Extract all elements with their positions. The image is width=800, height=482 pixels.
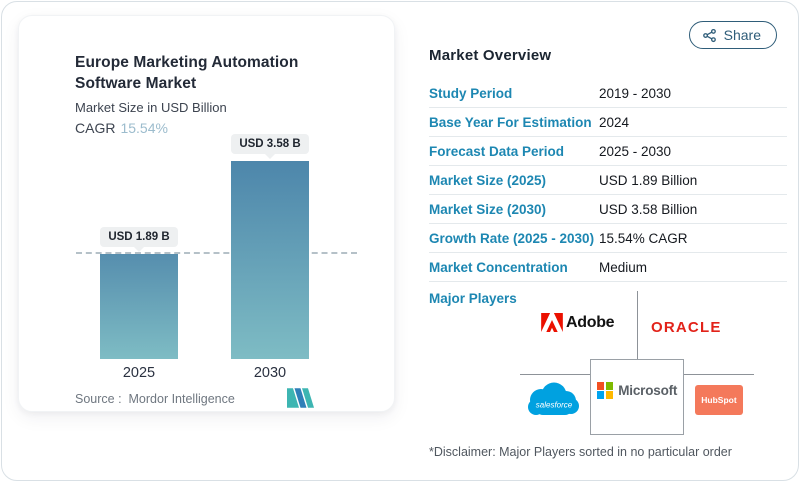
row-value: Medium bbox=[599, 259, 648, 275]
row-value: USD 3.58 Billion bbox=[599, 201, 698, 217]
overview-heading: Market Overview bbox=[429, 47, 552, 64]
reference-dashed-line bbox=[76, 252, 357, 254]
row-value: USD 1.89 Billion bbox=[599, 172, 698, 188]
adobe-logo: Adobe bbox=[541, 313, 615, 332]
table-row: Market Size (2030) USD 3.58 Billion bbox=[429, 195, 787, 224]
adobe-logo-text: Adobe bbox=[566, 313, 615, 331]
share-button-label: Share bbox=[723, 27, 761, 43]
cagr-label: CAGR bbox=[75, 120, 116, 136]
microsoft-squares-icon bbox=[596, 382, 614, 399]
microsoft-logo-text: Microsoft bbox=[618, 383, 678, 398]
disclaimer-text: *Disclaimer: Major Players sorted in no … bbox=[429, 445, 732, 459]
row-value: 2025 - 2030 bbox=[599, 143, 672, 159]
x-axis-label-2025: 2025 bbox=[122, 365, 156, 381]
row-value: 2019 - 2030 bbox=[599, 85, 672, 101]
bar-2030[interactable] bbox=[231, 161, 309, 359]
salesforce-logo: salesforce bbox=[525, 381, 583, 424]
connector-vertical-line bbox=[637, 291, 638, 359]
bar-2025[interactable] bbox=[100, 254, 178, 359]
oracle-logo: ORACLE bbox=[651, 319, 722, 336]
major-players-label: Major Players bbox=[429, 291, 517, 306]
cagr-line: CAGR 15.54% bbox=[75, 120, 298, 136]
overview-table: Study Period 2019 - 2030 Base Year For E… bbox=[429, 79, 787, 282]
row-label: Market Size (2025) bbox=[429, 172, 547, 188]
table-row: Study Period 2019 - 2030 bbox=[429, 79, 787, 108]
row-label: Growth Rate (2025 - 2030) bbox=[429, 230, 595, 246]
chart-title-line2: Software Market bbox=[75, 75, 197, 92]
row-label: Base Year For Estimation bbox=[429, 114, 592, 130]
row-label: Forecast Data Period bbox=[429, 143, 565, 159]
cagr-value: 15.54% bbox=[120, 120, 168, 136]
microsoft-logo: Microsoft bbox=[596, 382, 678, 399]
chart-title-line1: Europe Marketing Automation bbox=[75, 54, 299, 71]
major-players-chart: Adobe ORACLE Microsoft bbox=[429, 291, 787, 480]
x-axis-label-2030: 2030 bbox=[253, 365, 287, 381]
svg-text:salesforce: salesforce bbox=[536, 401, 573, 410]
bar-value-text-2030: USD 3.58 B bbox=[239, 138, 301, 150]
row-value: 2024 bbox=[599, 114, 630, 130]
share-nodes-icon bbox=[702, 28, 717, 43]
market-overview-panel: Market Overview Study Period 2019 - 2030… bbox=[429, 47, 787, 459]
table-row: Forecast Data Period 2025 - 2030 bbox=[429, 137, 787, 166]
adobe-mark-icon bbox=[541, 313, 563, 332]
source-attribution: Source : Mordor Intelligence bbox=[75, 392, 235, 406]
market-chart-card: Europe Marketing Automation Software Mar… bbox=[18, 15, 395, 412]
row-label: Study Period bbox=[429, 85, 513, 101]
chart-title: Europe Marketing Automation Software Mar… bbox=[75, 52, 298, 94]
bar-value-label-2025: USD 1.89 B bbox=[100, 227, 178, 252]
hubspot-logo: HubSpot bbox=[695, 385, 743, 415]
row-value: 15.54% CAGR bbox=[599, 230, 688, 246]
row-label: Market Concentration bbox=[429, 259, 568, 275]
mordor-intelligence-logo-icon bbox=[287, 388, 314, 413]
source-prefix: Source : bbox=[75, 392, 122, 406]
microsoft-logo-box: Microsoft bbox=[590, 359, 684, 435]
bar-value-text-2025: USD 1.89 B bbox=[108, 231, 170, 243]
table-row: Market Size (2025) USD 1.89 Billion bbox=[429, 166, 787, 195]
share-button[interactable]: Share bbox=[688, 21, 777, 49]
table-row: Growth Rate (2025 - 2030) 15.54% CAGR bbox=[429, 224, 787, 253]
table-row: Base Year For Estimation 2024 bbox=[429, 108, 787, 137]
source-name: Mordor Intelligence bbox=[128, 392, 235, 406]
bar-value-label-2030: USD 3.58 B bbox=[231, 134, 309, 159]
chart-header: Europe Marketing Automation Software Mar… bbox=[75, 52, 298, 136]
row-label: Market Size (2030) bbox=[429, 201, 547, 217]
chart-subtitle: Market Size in USD Billion bbox=[75, 100, 227, 115]
table-row: Market Concentration Medium bbox=[429, 253, 787, 282]
